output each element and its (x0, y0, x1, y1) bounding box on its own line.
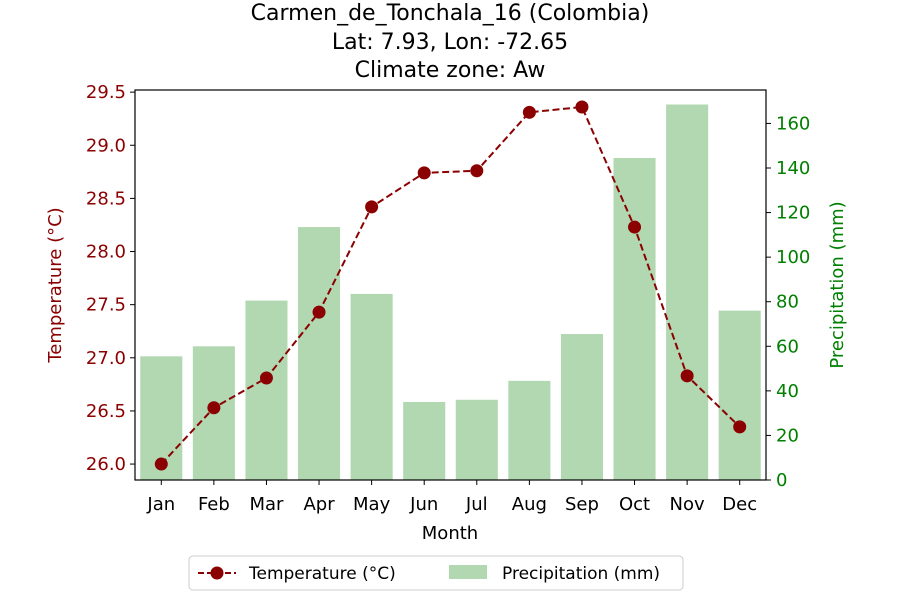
temperature-series-line (160, 105, 741, 465)
legend-precipitation-swatch (449, 565, 487, 579)
left-tick-label: 28.0 (86, 242, 126, 263)
temperature-point-oct (628, 220, 642, 234)
x-tick-label: Aug (512, 494, 547, 515)
chart-title-line-3: Climate zone: Aw (355, 58, 546, 83)
right-y-axis: 0 20 40 60 80 100 120 140 160 (766, 113, 810, 491)
left-tick-label: 26.5 (86, 401, 126, 422)
precipitation-bar-apr (298, 227, 341, 480)
x-tick-label: Feb (198, 494, 230, 515)
legend-precipitation-label: Precipitation (mm) (502, 564, 660, 584)
right-tick-label: 120 (776, 203, 810, 224)
x-tick-label: Nov (670, 494, 705, 515)
right-tick-label: 40 (776, 381, 799, 402)
temperature-point-mar (259, 371, 273, 385)
chart-title: Carmen_de_Tonchala_16 (Colombia) Lat: 7.… (251, 1, 650, 83)
precipitation-bars (140, 104, 761, 481)
right-tick-label: 100 (776, 247, 810, 268)
precipitation-bar-nov (666, 104, 709, 481)
temperature-point-apr (312, 305, 326, 319)
precipitation-bar-may (350, 293, 393, 480)
x-tick-label: Apr (303, 494, 335, 515)
temperature-point-aug (522, 105, 536, 119)
right-y-axis-label: Precipitation (mm) (827, 201, 848, 368)
left-y-axis: 26.0 26.5 27.0 27.5 28.0 28.5 29.0 29.5 (86, 82, 135, 475)
left-tick-label: 28.5 (86, 188, 126, 209)
left-tick-label: 27.5 (86, 295, 126, 316)
x-axis: Jan Feb Mar Apr May Jun Jul Aug Sep Oct Nov Dec (146, 480, 757, 515)
right-tick-label: 160 (776, 113, 810, 134)
x-tick-label: Dec (722, 494, 757, 515)
x-tick-label: Jun (409, 494, 438, 515)
left-tick-label: 29.5 (86, 82, 126, 103)
chart-title-line-1: Carmen_de_Tonchala_16 (Colombia) (251, 1, 650, 26)
precipitation-bar-jun (403, 402, 446, 480)
precipitation-bar-oct (613, 157, 656, 480)
x-tick-label: Oct (619, 494, 650, 515)
right-tick-label: 0 (776, 470, 787, 491)
x-tick-label: Mar (249, 494, 284, 515)
precipitation-bar-mar (245, 300, 288, 480)
temperature-point-jan (154, 457, 168, 471)
temperature-line (154, 100, 747, 471)
temperature-point-dec (733, 420, 747, 434)
left-tick-label: 29.0 (86, 135, 126, 156)
left-tick-label: 26.0 (86, 454, 126, 475)
temperature-point-nov (680, 369, 694, 383)
x-axis-label: Month (422, 523, 478, 544)
temperature-point-feb (207, 401, 221, 415)
temperature-point-jun (417, 166, 431, 180)
x-tick-label: Sep (565, 494, 599, 515)
temperature-point-jul (470, 164, 484, 178)
legend-box (188, 555, 684, 591)
legend-temperature-marker (210, 566, 224, 580)
plot-frame (134, 89, 767, 481)
temperature-point-sep (575, 100, 589, 114)
right-tick-label: 20 (776, 425, 799, 446)
x-tick-label: Jan (146, 494, 175, 515)
right-tick-label: 140 (776, 158, 810, 179)
chart-title-line-2: Lat: 7.93, Lon: -72.65 (332, 30, 568, 55)
precipitation-bar-sep (560, 334, 603, 480)
legend-temperature-label: Temperature (°C) (248, 564, 396, 584)
precipitation-bar-jul (455, 399, 498, 480)
x-tick-label: May (353, 494, 391, 515)
precipitation-bar-aug (508, 380, 551, 480)
left-y-axis-label: Temperature (°C) (45, 207, 66, 363)
right-tick-label: 60 (776, 336, 799, 357)
precipitation-bar-dec (718, 310, 761, 480)
temperature-point-may (365, 200, 379, 214)
left-tick-label: 27.0 (86, 348, 126, 369)
legend: Temperature (°C) Precipitation (mm) (188, 555, 684, 591)
right-tick-label: 80 (776, 292, 799, 313)
x-tick-label: Jul (465, 494, 488, 515)
